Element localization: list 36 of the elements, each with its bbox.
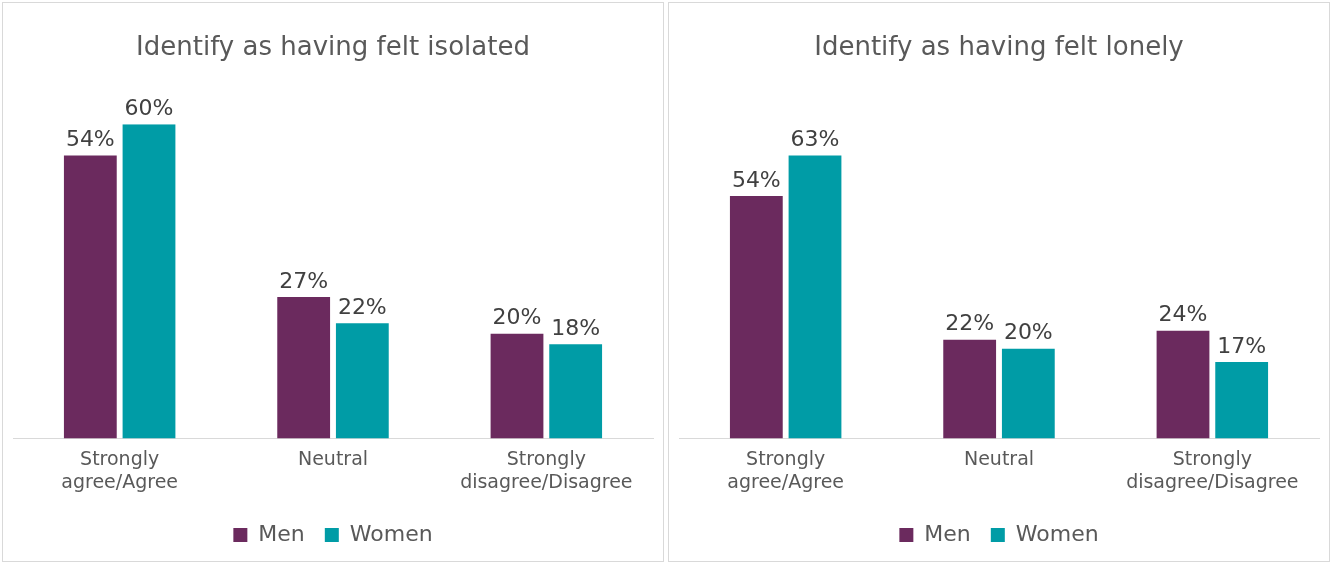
- chart-title: Identify as having felt isolated: [136, 31, 530, 62]
- data-label: 60%: [124, 94, 174, 120]
- bar: [335, 323, 389, 439]
- bar: [277, 297, 331, 439]
- legend-label: Women: [349, 520, 433, 546]
- x-tick-label: Strongly agree/Agree: [61, 446, 179, 492]
- data-label: 20%: [492, 304, 542, 330]
- data-label: 18%: [551, 314, 601, 340]
- data-label: 54%: [65, 126, 115, 152]
- bar: [549, 344, 603, 439]
- bar: [1215, 362, 1269, 439]
- data-label: 24%: [1158, 301, 1208, 327]
- data-label: 22%: [945, 310, 995, 336]
- x-tick-label: Strongly disagree/Disagree: [460, 446, 633, 492]
- bar: [943, 339, 997, 439]
- legend-label: Men: [924, 520, 971, 546]
- data-label: 54%: [731, 166, 781, 192]
- bar: [1001, 348, 1055, 439]
- legend-label: Women: [1015, 520, 1099, 546]
- x-tick-label: Neutral: [297, 446, 369, 469]
- bar: [490, 333, 544, 439]
- chart-title: Identify as having felt lonely: [814, 31, 1184, 62]
- x-tick-label: Strongly disagree/Disagree: [1126, 446, 1299, 492]
- x-tick-label: Neutral: [963, 446, 1035, 469]
- data-label: 63%: [790, 126, 840, 152]
- data-label: 20%: [1003, 319, 1053, 345]
- x-tick-label: Strongly agree/Agree: [727, 446, 845, 492]
- bar: [729, 196, 783, 439]
- legend-label: Men: [258, 520, 305, 546]
- bar: [122, 124, 176, 439]
- bar: [1156, 330, 1210, 439]
- data-label: 17%: [1217, 332, 1267, 358]
- bar: [788, 155, 842, 439]
- data-label: 27%: [279, 267, 329, 293]
- bar: [63, 155, 117, 439]
- data-label: 22%: [337, 293, 387, 319]
